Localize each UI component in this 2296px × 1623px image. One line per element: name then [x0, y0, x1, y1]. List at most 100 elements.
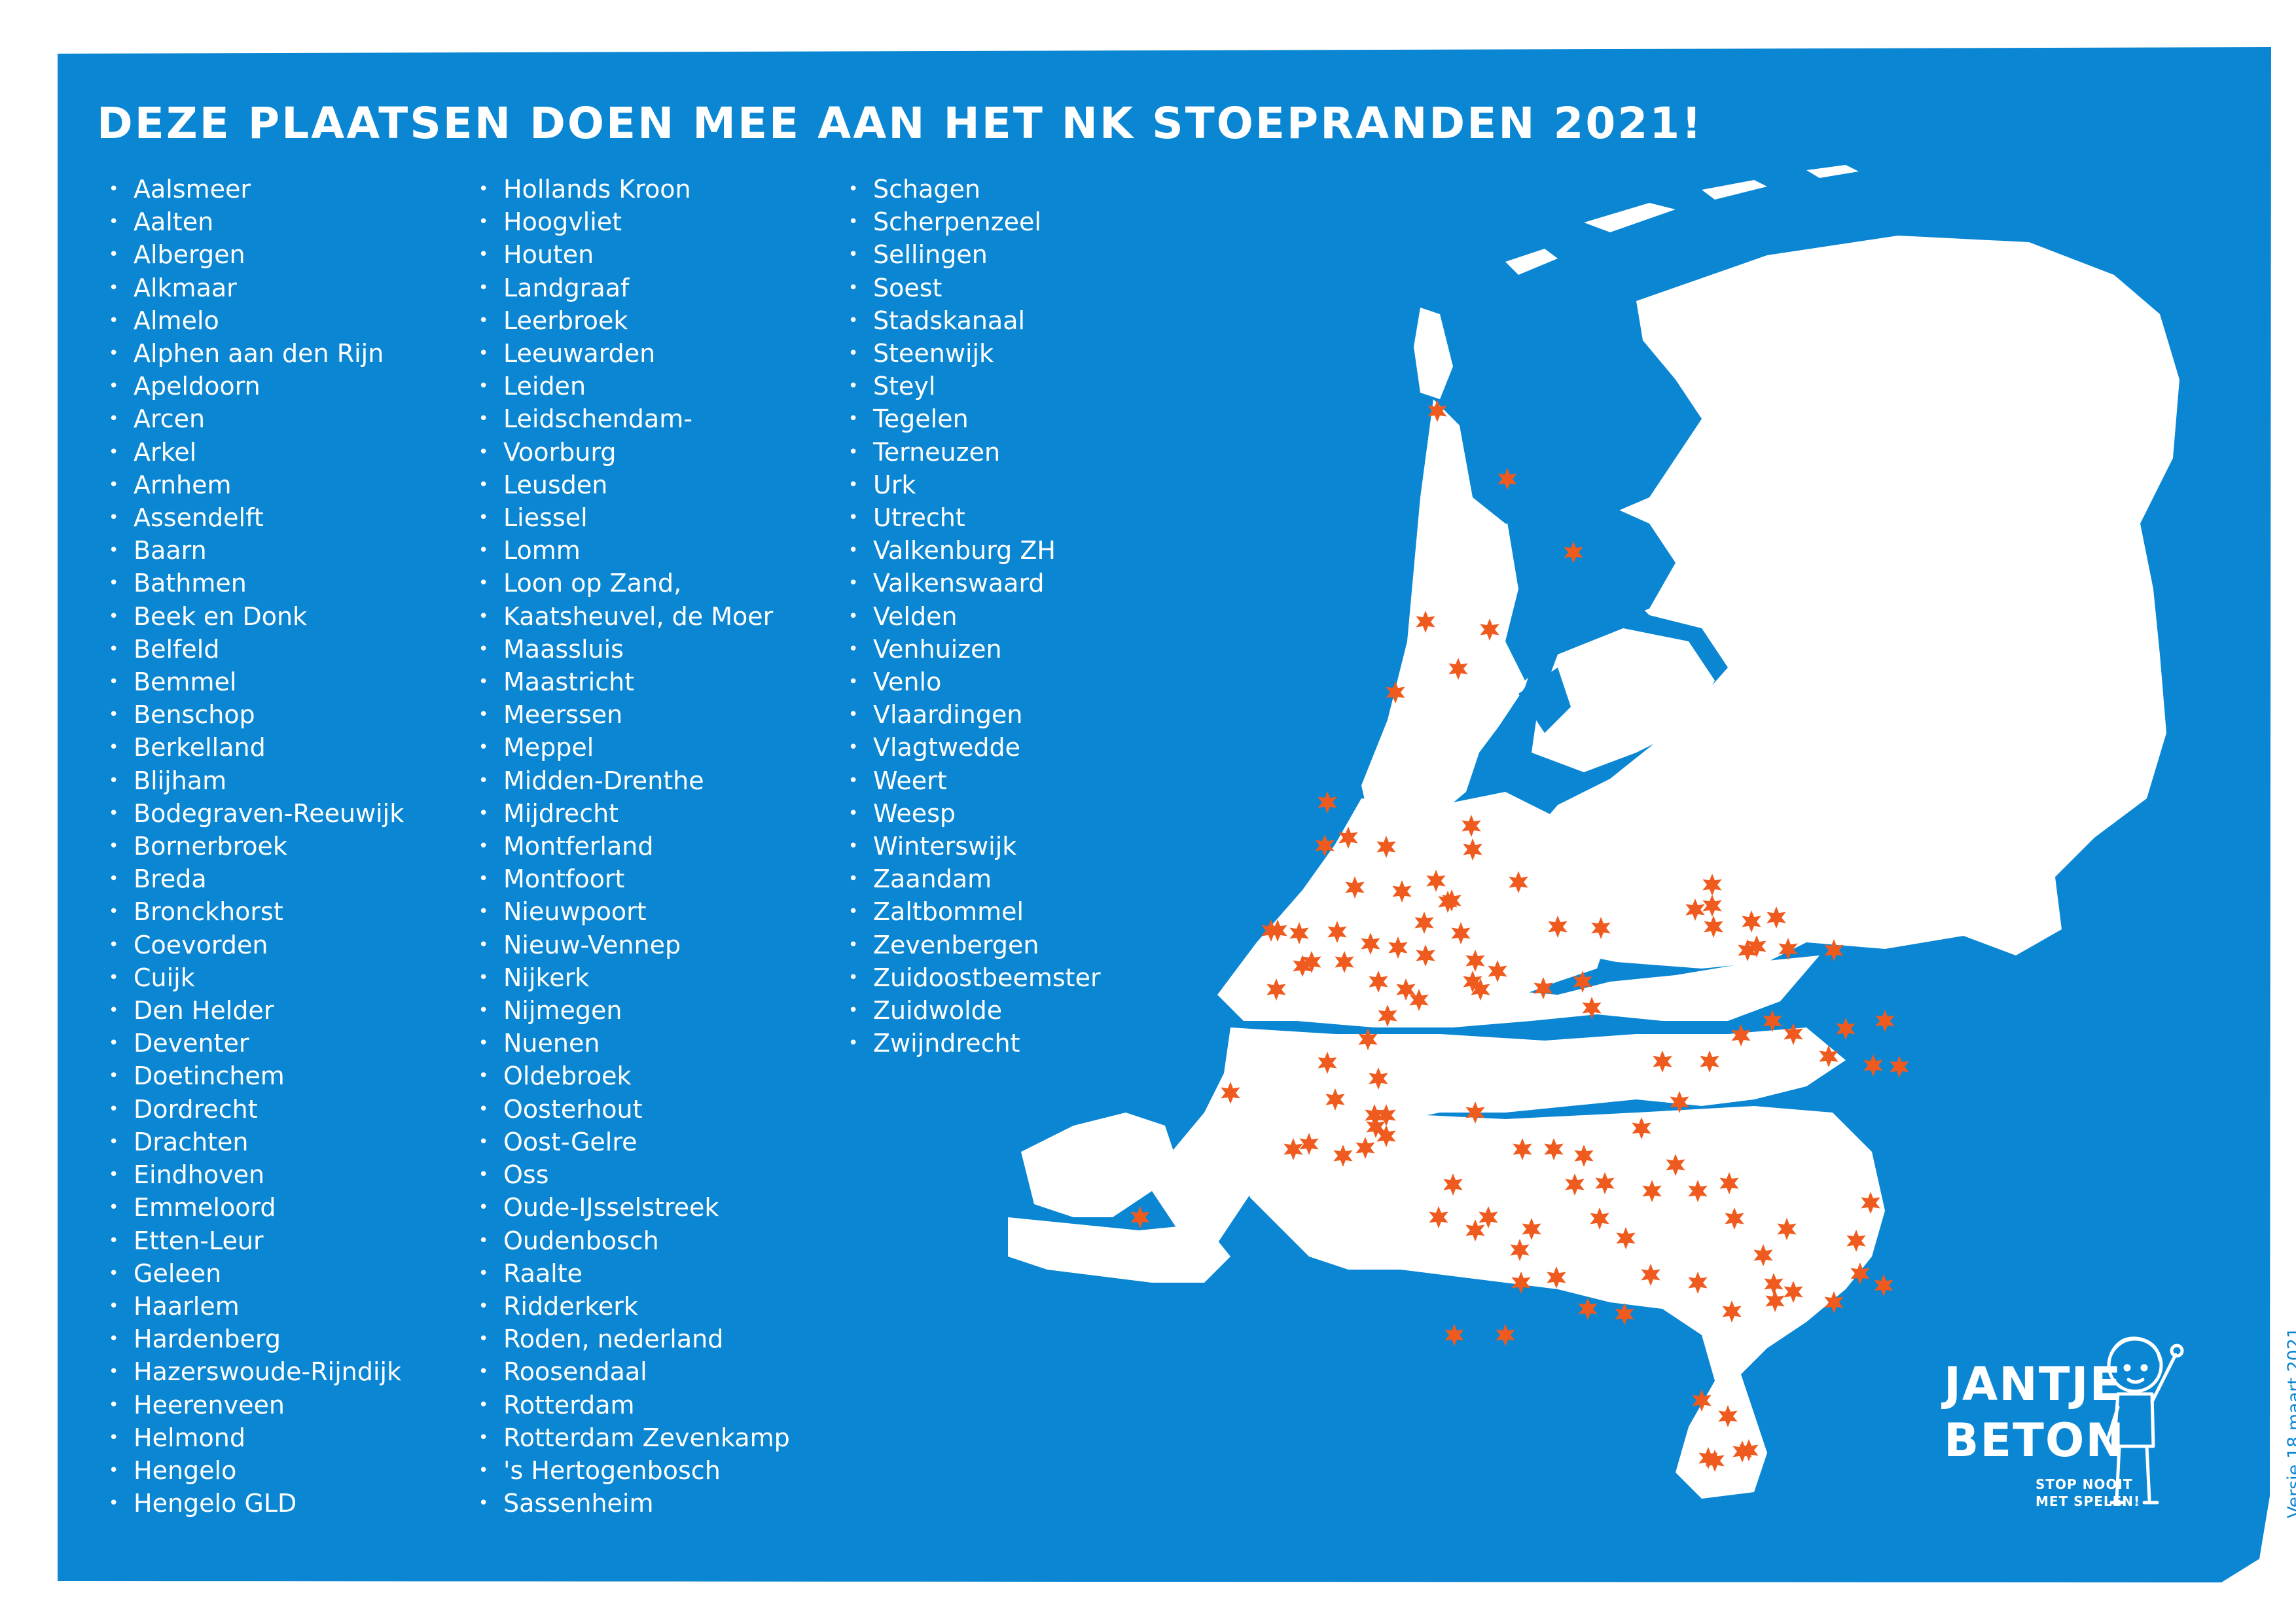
place-marker-star — [1358, 1028, 1378, 1050]
place-item: Bemmel — [98, 666, 404, 698]
place-item: Blijham — [98, 764, 404, 797]
place-item: Midden-Drenthe — [468, 764, 790, 797]
place-item: Vlagtwedde — [838, 731, 1101, 764]
place-item: Scherpenzeel — [838, 205, 1101, 238]
island-ameland — [1702, 180, 1767, 200]
place-item: Liessel — [468, 501, 790, 534]
place-item: Alphen aan den Rijn — [98, 337, 404, 370]
island-vlieland — [1505, 249, 1558, 275]
island-terschelling — [1584, 203, 1676, 232]
place-item: Meppel — [468, 731, 790, 764]
place-marker-star — [1875, 1010, 1895, 1032]
place-marker-star — [1725, 1207, 1744, 1230]
netherlands-map — [1008, 165, 2179, 1499]
place-marker-star — [1702, 895, 1722, 917]
place-item: Utrecht — [838, 501, 1101, 534]
participating-places-markers — [1130, 400, 1909, 1472]
place-item: Emmeloord — [98, 1191, 404, 1224]
place-item: Leusden — [468, 469, 790, 501]
place-marker-star — [1702, 874, 1722, 896]
place-item: Hollands Kroon — [468, 173, 790, 205]
place-item: Oldebroek — [468, 1060, 790, 1092]
land-north-east — [1505, 236, 2179, 969]
place-item: Leeuwarden — [468, 337, 790, 370]
place-marker-star — [1465, 1101, 1485, 1124]
place-item: Meerssen — [468, 698, 790, 731]
place-marker-star — [1688, 1180, 1708, 1202]
place-item: Rotterdam — [468, 1389, 790, 1421]
place-item: Mijdrecht — [468, 797, 790, 830]
place-marker-star — [1595, 1172, 1615, 1194]
place-item: Cuijk — [98, 961, 404, 994]
place-marker-star — [1850, 1262, 1870, 1285]
logo-text-line1: JANTJE — [1944, 1357, 2123, 1411]
places-list-column-1: AalsmeerAaltenAlbergenAlkmaarAlmeloAlphe… — [98, 173, 404, 1520]
place-item: Tegelen — [838, 402, 1101, 435]
place-marker-star — [1378, 1005, 1397, 1027]
place-marker-star — [1763, 1010, 1782, 1032]
place-item: Zuidwolde — [838, 994, 1101, 1027]
place-item: Coevorden — [98, 929, 404, 961]
place-item: Loon op Zand, — [468, 567, 790, 599]
place-marker-star — [1767, 906, 1786, 929]
place-item: Breda — [98, 863, 404, 895]
place-marker-star — [1819, 1045, 1839, 1067]
place-marker-star — [1365, 1104, 1384, 1126]
place-marker-star — [1704, 916, 1723, 938]
place-marker-star — [1548, 916, 1568, 938]
place-marker-star — [1861, 1192, 1880, 1214]
place-marker-star — [1396, 978, 1416, 1001]
place-marker-star — [1376, 1125, 1396, 1147]
markermeer — [1518, 668, 1571, 733]
place-marker-star — [1590, 1207, 1609, 1230]
place-marker-star — [1386, 681, 1405, 704]
place-item: Winterswijk — [838, 830, 1101, 863]
place-marker-star — [1130, 1206, 1150, 1228]
place-marker-star — [1315, 834, 1335, 857]
place-marker-star — [1565, 1173, 1585, 1196]
place-marker-star — [1510, 1239, 1530, 1261]
place-item: Baarn — [98, 534, 404, 567]
place-marker-star — [1732, 1440, 1752, 1463]
place-marker-star — [1534, 977, 1553, 999]
place-item: Rotterdam Zevenkamp — [468, 1421, 790, 1454]
place-item: Lomm — [468, 534, 790, 567]
place-marker-star — [1632, 1117, 1651, 1139]
place-marker-star — [1438, 891, 1458, 913]
place-item: Benschop — [98, 698, 404, 731]
place-item: Oost-Gelre — [468, 1126, 790, 1158]
place-item: Aalten — [98, 205, 404, 238]
place-item: Arnhem — [98, 469, 404, 501]
places-list-column-2: Hollands KroonHoogvlietHoutenLandgraafLe… — [468, 173, 790, 1520]
place-marker-star — [1863, 1054, 1883, 1077]
place-marker-star — [1698, 1447, 1718, 1469]
place-item: Arcen — [98, 402, 404, 435]
place-item: Nuenen — [468, 1027, 790, 1060]
place-item: Nijmegen — [468, 994, 790, 1027]
place-marker-star — [1376, 1104, 1396, 1126]
place-marker-star — [1268, 919, 1287, 942]
place-item: Weesp — [838, 797, 1101, 830]
place-item: Oudenbosch — [468, 1224, 790, 1257]
place-item: Nieuw-Vennep — [468, 929, 790, 961]
place-item: Belfeld — [98, 633, 404, 666]
place-marker-star — [1836, 1018, 1856, 1040]
place-marker-star — [1509, 871, 1528, 893]
place-marker-star — [1299, 1133, 1319, 1155]
place-item: Steenwijk — [838, 337, 1101, 370]
place-item: Apeldoorn — [98, 370, 404, 402]
place-item: Eindhoven — [98, 1158, 404, 1191]
place-marker-star — [1318, 791, 1337, 813]
place-marker-star — [1874, 1274, 1893, 1296]
place-item: Arkel — [98, 436, 404, 469]
logo-text-line2: BETON — [1944, 1414, 2126, 1467]
place-marker-star — [1283, 1138, 1303, 1160]
place-item: Sellingen — [838, 238, 1101, 271]
place-marker-star — [1465, 950, 1485, 972]
place-marker-star — [1289, 922, 1309, 944]
place-item: Zuidoostbeemster — [838, 961, 1101, 994]
place-marker-star — [1327, 921, 1347, 943]
place-marker-star — [1443, 1173, 1463, 1196]
place-item: Zaandam — [838, 863, 1101, 895]
place-item: Roden, nederland — [468, 1323, 790, 1355]
